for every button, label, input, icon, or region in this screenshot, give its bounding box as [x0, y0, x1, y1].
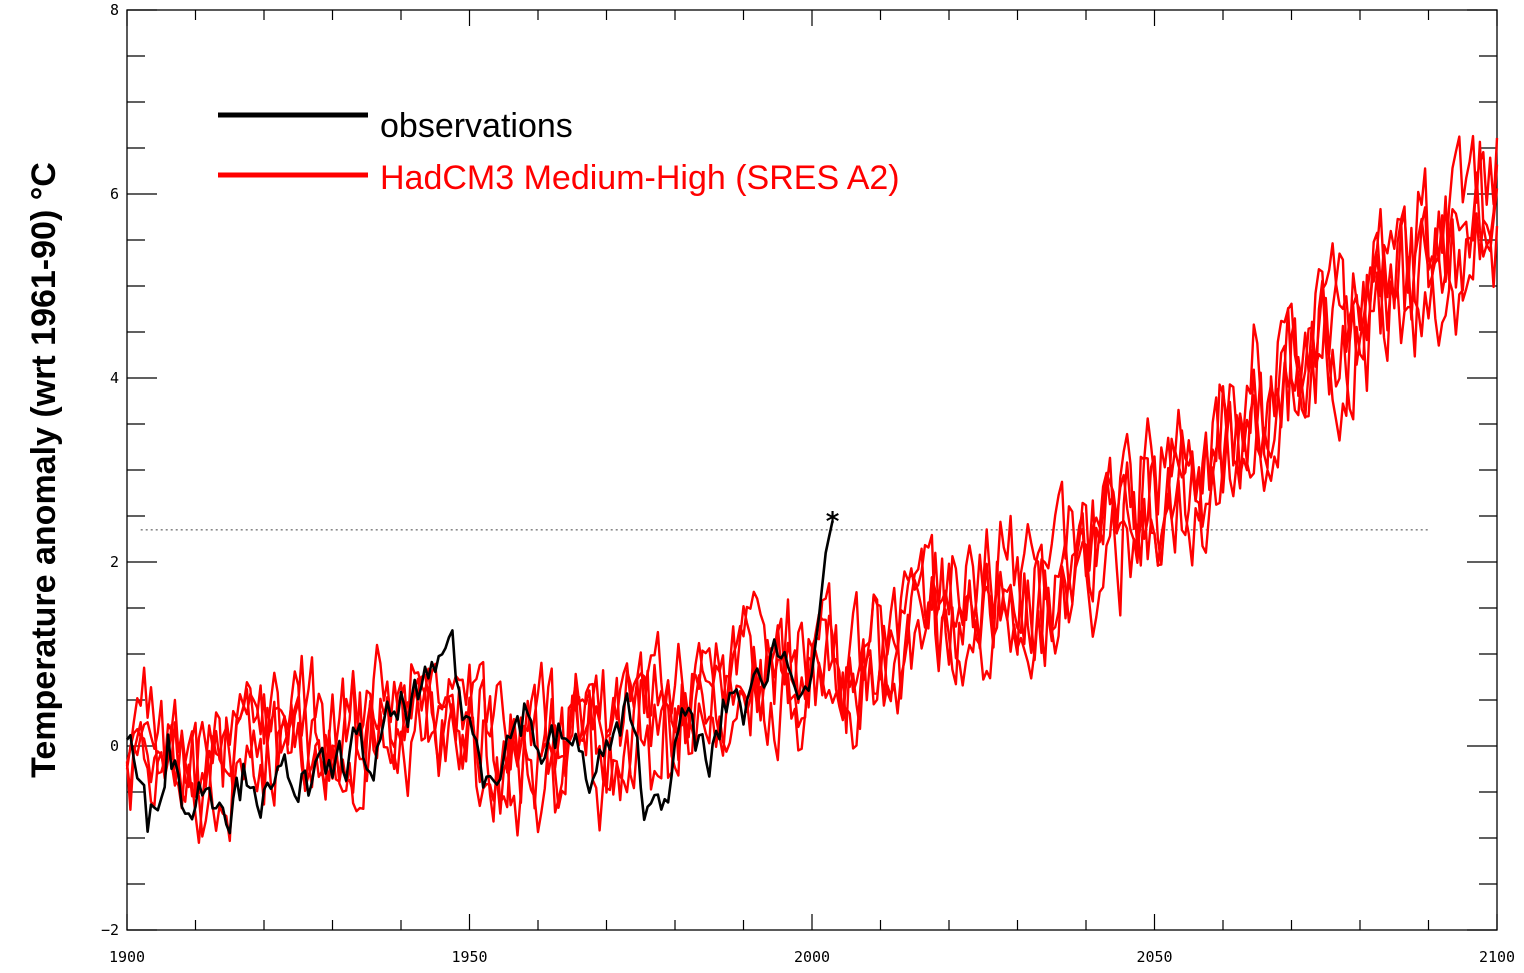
y-tick-label-6: 6 — [110, 185, 119, 203]
x-tick-label-2050: 2050 — [1136, 948, 1172, 966]
axis-ticks — [126, 9, 1498, 931]
series-observations — [125, 520, 834, 835]
x-tick-label-2100: 2100 — [1479, 948, 1515, 966]
series-hadcm3-member-3 — [125, 134, 1499, 844]
series-layer — [125, 134, 1499, 844]
legend-label-hadcm3: HadCM3 Medium-High (SRES A2) — [380, 159, 900, 197]
x-tick-label-2000: 2000 — [794, 948, 830, 966]
x-tick-label-1900: 1900 — [109, 948, 145, 966]
y-axis-label: Temperature anomaly (wrt 1961-90) °C — [25, 162, 63, 778]
y-tick-label-0: 0 — [110, 737, 119, 755]
y-tick-label-2: 2 — [110, 553, 119, 571]
series-hadcm3-member-4 — [125, 171, 1499, 838]
series-hadcm3-member-1 — [125, 167, 1499, 834]
plot-frame — [126, 9, 1498, 931]
y-tick-label-4: 4 — [110, 369, 119, 387]
legend-label-observations: observations — [380, 107, 573, 145]
axis-tick-labels: 1900 1950 2000 2050 2100 −2 0 2 4 6 8 — [101, 1, 1515, 966]
series-hadcm3-member-2 — [125, 137, 1499, 843]
legend: observations HadCM3 Medium-High (SRES A2… — [218, 107, 900, 197]
x-tick-label-1950: 1950 — [451, 948, 487, 966]
y-tick-label--2: −2 — [101, 921, 119, 939]
data-marker-asterisk: * — [826, 507, 840, 537]
y-tick-label-8: 8 — [110, 1, 119, 19]
